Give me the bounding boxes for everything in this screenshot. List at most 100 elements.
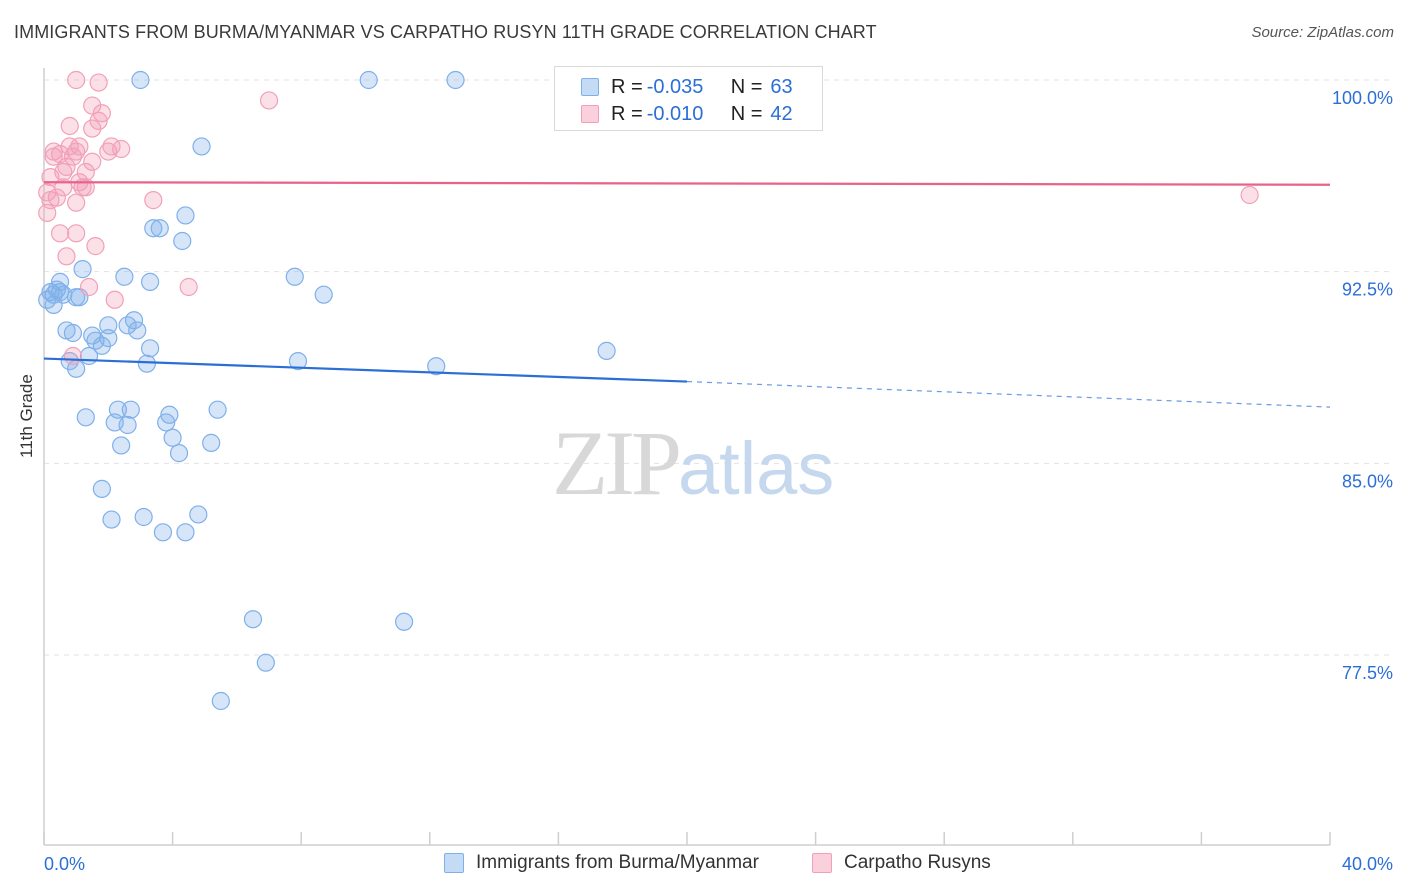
burma-point: [131, 70, 150, 90]
rusyn-point: [86, 237, 105, 256]
burma-point: [285, 267, 304, 286]
burma-point: [128, 321, 147, 340]
rusyn-point: [57, 247, 76, 266]
burma-point: [63, 323, 83, 343]
rusyn-point: [41, 191, 60, 210]
burma-point: [202, 433, 221, 452]
burma-point: [150, 219, 169, 238]
rusyn-point: [57, 157, 76, 176]
series-legend-label-burma: Immigrants from Burma/Myanmar: [476, 852, 759, 873]
legend-n-label: N =: [730, 102, 763, 125]
burma-point: [173, 231, 192, 251]
burma-point: [137, 354, 156, 373]
rusyn-point: [179, 277, 198, 297]
burma-point: [597, 341, 616, 360]
burma-point: [211, 691, 230, 711]
zipatlas-watermark: ZIPatlas: [552, 412, 835, 514]
burma-point: [144, 219, 163, 238]
rusyn-point: [67, 193, 86, 212]
legend-r-label: R =: [611, 75, 643, 98]
legend-r-value-rusyn: -0.010: [646, 102, 704, 125]
rusyn-point: [83, 152, 102, 171]
burma-point: [192, 137, 211, 156]
chart-title: IMMIGRANTS FROM BURMA/MYANMAR VS CARPATH…: [14, 22, 877, 42]
rusyn-point: [63, 346, 83, 366]
burma-point: [394, 612, 414, 631]
burma-point: [108, 400, 128, 419]
burma-point: [102, 510, 121, 529]
burma-point: [176, 523, 195, 542]
burma-point: [359, 70, 378, 90]
rusyn-point: [63, 147, 83, 166]
rusyn-point: [259, 91, 279, 110]
rusyn-point: [1240, 185, 1259, 205]
rusyn-point: [105, 290, 124, 309]
y-tick-label: 77.5%: [1342, 663, 1393, 683]
burma-point: [99, 329, 118, 348]
burma-point: [314, 285, 333, 304]
rusyn-point: [76, 162, 95, 182]
rusyn-point: [79, 277, 99, 297]
burma-trend-line: [43, 357, 688, 383]
y-tick-label: 92.5%: [1342, 280, 1393, 300]
legend-row-rusyn: R = -0.010 N = 42: [555, 100, 848, 128]
burma-point: [140, 272, 160, 291]
burma-point: [189, 505, 208, 524]
y-tick-label: 100.0%: [1332, 88, 1393, 108]
rusyn-point: [67, 224, 86, 243]
series-legend-rusyn: Carpatho Rusyns: [812, 852, 991, 874]
burma-point: [446, 70, 465, 90]
burma-trend-extension: [686, 380, 1331, 408]
legend-r-value-burma: -0.035: [646, 75, 704, 98]
burma-point: [73, 260, 92, 279]
burma-point: [115, 267, 134, 286]
stats-legend: R = -0.035 N = 63 R = -0.010 N = 42: [554, 66, 823, 131]
rusyn-point: [67, 70, 86, 90]
rusyn-point: [50, 224, 70, 243]
rusyn-point: [70, 137, 89, 156]
burma-point: [153, 523, 173, 542]
rusyn-trend-line: [43, 181, 1331, 186]
rusyn-point: [144, 191, 163, 210]
burma-point: [208, 400, 227, 419]
burma-point: [427, 357, 446, 376]
burma-point: [163, 428, 182, 447]
burma-point: [134, 507, 153, 527]
series-legend-burma: Immigrants from Burma/Myanmar: [444, 852, 759, 874]
burma-point: [160, 405, 179, 424]
burma-point: [112, 436, 131, 455]
legend-n-label: N =: [730, 75, 763, 98]
rusyn-point: [67, 142, 86, 161]
rusyn-point: [89, 73, 108, 92]
x-tick-label: 0.0%: [44, 854, 85, 874]
burma-point: [140, 339, 160, 358]
series-legend-label-rusyn: Carpatho Rusyns: [844, 852, 991, 873]
burma-point: [118, 415, 137, 435]
rusyn-point: [54, 162, 73, 182]
burma-point: [288, 352, 308, 371]
burma-point: [256, 653, 275, 672]
legend-n-value-burma: 63: [770, 75, 793, 98]
burma-point: [50, 283, 70, 302]
legend-row-burma: R = -0.035 N = 63: [555, 73, 848, 101]
burma-point: [124, 311, 144, 330]
burma-point: [76, 408, 95, 427]
legend-r-label: R =: [611, 102, 643, 125]
rusyn-point: [112, 139, 131, 159]
burma-point: [243, 610, 263, 629]
rusyn-point: [83, 96, 102, 115]
burma-point: [169, 444, 189, 463]
burma-point: [92, 479, 111, 498]
burma-point: [121, 400, 140, 419]
x-tick-label: 40.0%: [1342, 854, 1393, 874]
burma-point: [176, 206, 195, 225]
legend-n-value-rusyn: 42: [770, 102, 793, 125]
y-axis-label: 11th Grade: [17, 374, 36, 458]
legend-swatch-burma: [581, 78, 599, 96]
y-tick-label: 85.0%: [1342, 471, 1393, 491]
burma-point: [99, 316, 118, 335]
series-legend-swatch-rusyn: [812, 853, 832, 873]
chart-source: Source: ZipAtlas.com: [1251, 24, 1394, 41]
rusyn-point: [60, 116, 79, 136]
legend-swatch-rusyn: [581, 105, 599, 123]
